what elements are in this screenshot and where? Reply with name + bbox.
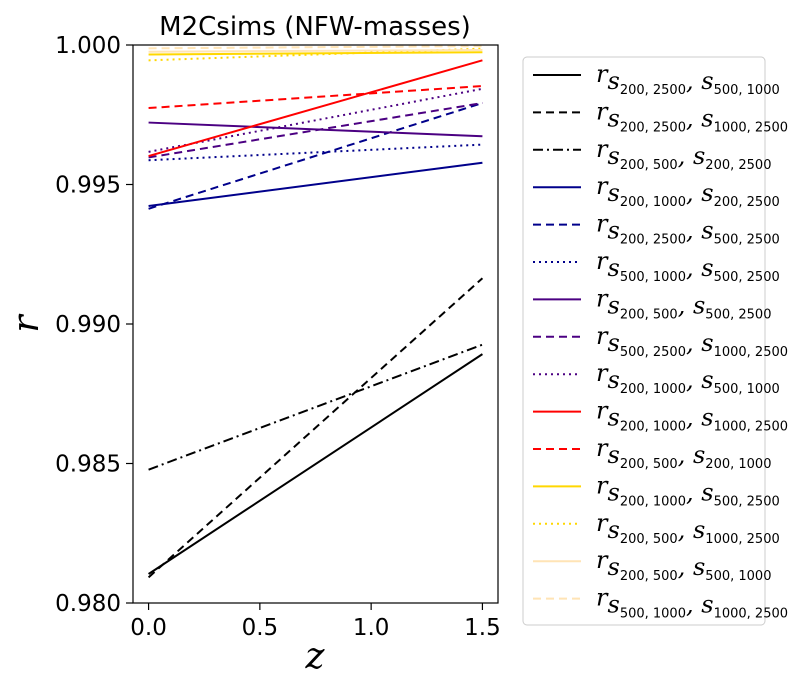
y-tick-label: 1.000: [55, 33, 121, 59]
legend-label-1: rs200, 2500, s500, 1000: [596, 60, 780, 98]
x-axis-ticks: 0.0 0.5 1.0 1.5: [130, 603, 501, 641]
series-line-5: [148, 102, 483, 210]
legend-label-15: rs500, 1000, s1000, 2500: [596, 584, 788, 622]
x-tick-label: 1.0: [353, 615, 390, 641]
series-line-11: [148, 85, 483, 110]
series-line-14: [148, 49, 483, 53]
legend-label-12: rs200, 1000, s500, 2500: [596, 471, 780, 509]
series-line-13: [148, 47, 483, 62]
legend-label-2: rs200, 2500, s1000, 2500: [596, 97, 788, 135]
y-tick-label: 0.990: [55, 312, 121, 338]
series-line-15: [148, 45, 483, 50]
chart-title: M2Csims (NFW-masses): [159, 12, 471, 42]
series-line-4: [148, 161, 483, 207]
legend-label-7: rs200, 500, s500, 2500: [596, 284, 771, 322]
series-line-2: [147, 277, 484, 579]
legend-label-9: rs200, 1000, s500, 1000: [596, 359, 780, 397]
legend-label-5: rs200, 2500, s500, 2500: [596, 210, 780, 248]
legend-label-8: rs500, 2500, s1000, 2500: [596, 322, 788, 360]
x-axis-label: z: [305, 636, 326, 677]
x-tick-label: 0.0: [130, 615, 167, 641]
series-line-1: [148, 353, 483, 575]
series-line-3: [148, 343, 483, 471]
series-line-9: [148, 87, 483, 153]
legend-label-10: rs200, 1000, s1000, 2500: [596, 397, 788, 435]
legend-label-14: rs200, 500, s500, 1000: [596, 546, 771, 584]
legend-label-13: rs200, 500, s1000, 2500: [596, 509, 780, 547]
legend-label-3: rs200, 500, s200, 2500: [596, 135, 771, 173]
legend-label-11: rs200, 500, s200, 1000: [596, 434, 771, 472]
x-tick-label: 1.5: [464, 615, 501, 641]
x-tick-label: 0.5: [242, 615, 279, 641]
y-tick-label: 0.980: [55, 591, 121, 617]
y-axis-ticks: 0.980 0.985 0.990 0.995 1.000: [55, 33, 133, 617]
y-tick-label: 0.995: [55, 173, 121, 199]
legend-label-6: rs500, 1000, s500, 2500: [596, 247, 780, 285]
series-line-8: [148, 102, 483, 159]
series-group: [147, 45, 484, 579]
series-line-12: [148, 51, 483, 56]
series-line-10: [148, 59, 483, 158]
y-tick-label: 0.985: [55, 452, 121, 478]
legend-frame: [522, 56, 766, 626]
y-axis-label: r: [6, 314, 47, 333]
series-line-6: [148, 143, 483, 162]
plot-area: [132, 44, 499, 604]
legend-label-4: rs200, 1000, s200, 2500: [596, 172, 780, 210]
